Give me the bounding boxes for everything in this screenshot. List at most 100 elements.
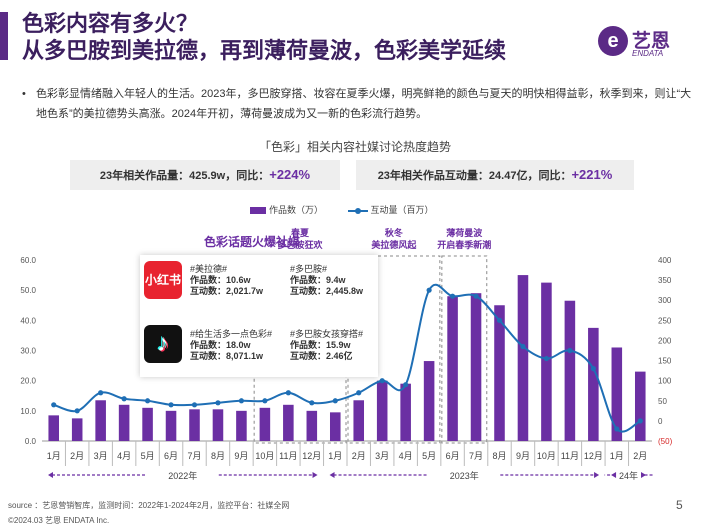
title-line-1: 色彩内容有多火？ (22, 11, 199, 36)
bar (236, 410, 247, 441)
x-tick-label: 6月 (446, 451, 460, 461)
line-point (379, 378, 385, 384)
bar (118, 404, 130, 441)
line-point (309, 400, 315, 406)
line-point (614, 426, 620, 432)
x-tick-label: 9月 (516, 451, 530, 461)
line-point (262, 398, 268, 404)
x-tick-label: 9月 (234, 451, 248, 461)
bar (329, 412, 341, 441)
year-arrow-right (641, 472, 646, 478)
bar (142, 407, 153, 441)
line-point (496, 317, 503, 323)
legend-bar-label: 作品数（万） (269, 205, 324, 215)
topic-name: #美拉德# (190, 264, 228, 274)
x-tick-label: 2月 (633, 451, 647, 461)
period-label-line2: 开启春季新潮 (437, 240, 492, 250)
period-label: 春夏 多巴胺狂欢 (234, 227, 366, 251)
x-tick-label: 12月 (302, 451, 321, 461)
x-tick-label: 1月 (610, 451, 624, 461)
topic-meilade: #美拉德# 作品数：10.6w 互动数：2,021.7w (190, 264, 263, 297)
y-right-tick-label: 200 (658, 336, 672, 345)
bar (48, 415, 60, 441)
bar (306, 410, 318, 441)
y-right-tick-label: 250 (658, 316, 672, 325)
line-point (144, 398, 151, 404)
line-point (637, 418, 643, 424)
line-point (51, 402, 57, 408)
title-line-2: 从多巴胺到美拉德，再到薄荷曼波，色彩美学延续 (22, 38, 507, 63)
x-tick-label: 7月 (469, 451, 483, 461)
x-tick-label: 7月 (187, 451, 201, 461)
y-left-tick-label: 60.0 (20, 256, 36, 265)
year-label: 2022年 (168, 470, 197, 481)
x-tick-label: 5月 (422, 451, 436, 461)
legend-line-label: 互动量（百万） (370, 205, 434, 215)
year-arrow-left (329, 472, 335, 478)
x-tick-label: 4月 (399, 451, 413, 461)
x-tick-label: 10月 (537, 451, 556, 461)
line-point (543, 355, 550, 362)
line-point (168, 402, 174, 408)
douyin-icon: ♪ (144, 325, 182, 363)
period-label-line1: 薄荷曼波 (446, 228, 483, 238)
page-title: 色彩内容有多火？ 从多巴胺到美拉德，再到薄荷曼波，色彩美学延续 (22, 10, 506, 64)
topic-interact: 互动数：8,071.1w (190, 351, 264, 361)
bar (541, 282, 552, 441)
x-tick-label: 3月 (375, 451, 389, 461)
bar (400, 383, 411, 441)
bar (423, 361, 435, 441)
x-tick-label: 3月 (94, 451, 108, 461)
xiaohongshu-icon: 小红书 (144, 261, 182, 299)
y-left-tick-label: 50.0 (20, 286, 36, 295)
y-left-tick-label: 20.0 (20, 377, 36, 386)
bar (259, 407, 271, 441)
topic-works: 作品数：18.0w (190, 340, 251, 350)
period-label-line1: 春夏 (291, 228, 310, 238)
line-point (449, 293, 456, 299)
hot-topics-title: 色彩话题火爆社媒 (204, 235, 301, 249)
stat-interact-label: 23年相关作品互动量：24.47亿，同比： (377, 170, 572, 182)
line-point (590, 366, 596, 372)
y-right-tick-label: 300 (658, 296, 672, 305)
x-tick-label: 12月 (584, 451, 603, 461)
chart-legend: 作品数（万） 互动量（百万） (250, 203, 434, 216)
topic-works: 作品数：15.9w (290, 340, 351, 350)
bar (494, 305, 505, 441)
bar (353, 400, 365, 441)
stat-works-label: 23年相关作品量：425.9w，同比： (99, 170, 270, 182)
page-number: 5 (676, 498, 683, 512)
period-label: 秋冬 美拉德风起 (328, 227, 460, 251)
period-label: 薄荷曼波开启春季新潮 (422, 227, 507, 251)
stat-interact-value: +221% (571, 167, 613, 182)
x-tick-label: 1月 (328, 451, 342, 461)
legend-line-swatch (347, 207, 368, 214)
line-point (332, 398, 338, 404)
year-arrow-left (48, 472, 53, 478)
stat-box-interactions: 23年相关作品互动量：24.47亿，同比：+221% (356, 160, 634, 190)
topic-interact: 互动数：2,445.8w (290, 286, 364, 296)
copyright: ©2024.03 艺恩 ENDATA Inc. (8, 516, 110, 525)
bar (283, 404, 294, 441)
logo-en: ENDATA (632, 49, 664, 58)
logo-cn: 艺恩 (632, 31, 671, 52)
x-tick-label: 11月 (279, 451, 297, 461)
bar (611, 347, 623, 441)
bar (165, 410, 177, 441)
year-arrow-right (594, 472, 600, 478)
bar (95, 400, 106, 441)
topic-name: #多巴胺# (290, 264, 328, 274)
stat-works-value: +224% (269, 167, 311, 182)
line-point (520, 343, 526, 350)
topic-name: #给生活多一点色彩# (190, 329, 273, 339)
year-label: 2023年 (450, 470, 479, 481)
x-tick-label: 11月 (561, 451, 579, 461)
year-label: 24年 (619, 470, 638, 481)
logo-mark: e (598, 26, 628, 56)
y-right-tick-label: 0 (658, 417, 663, 426)
topic-works: 作品数：9.4w (290, 275, 346, 285)
x-tick-label: 2月 (352, 451, 366, 461)
bar (588, 327, 599, 441)
line-point (356, 390, 362, 396)
